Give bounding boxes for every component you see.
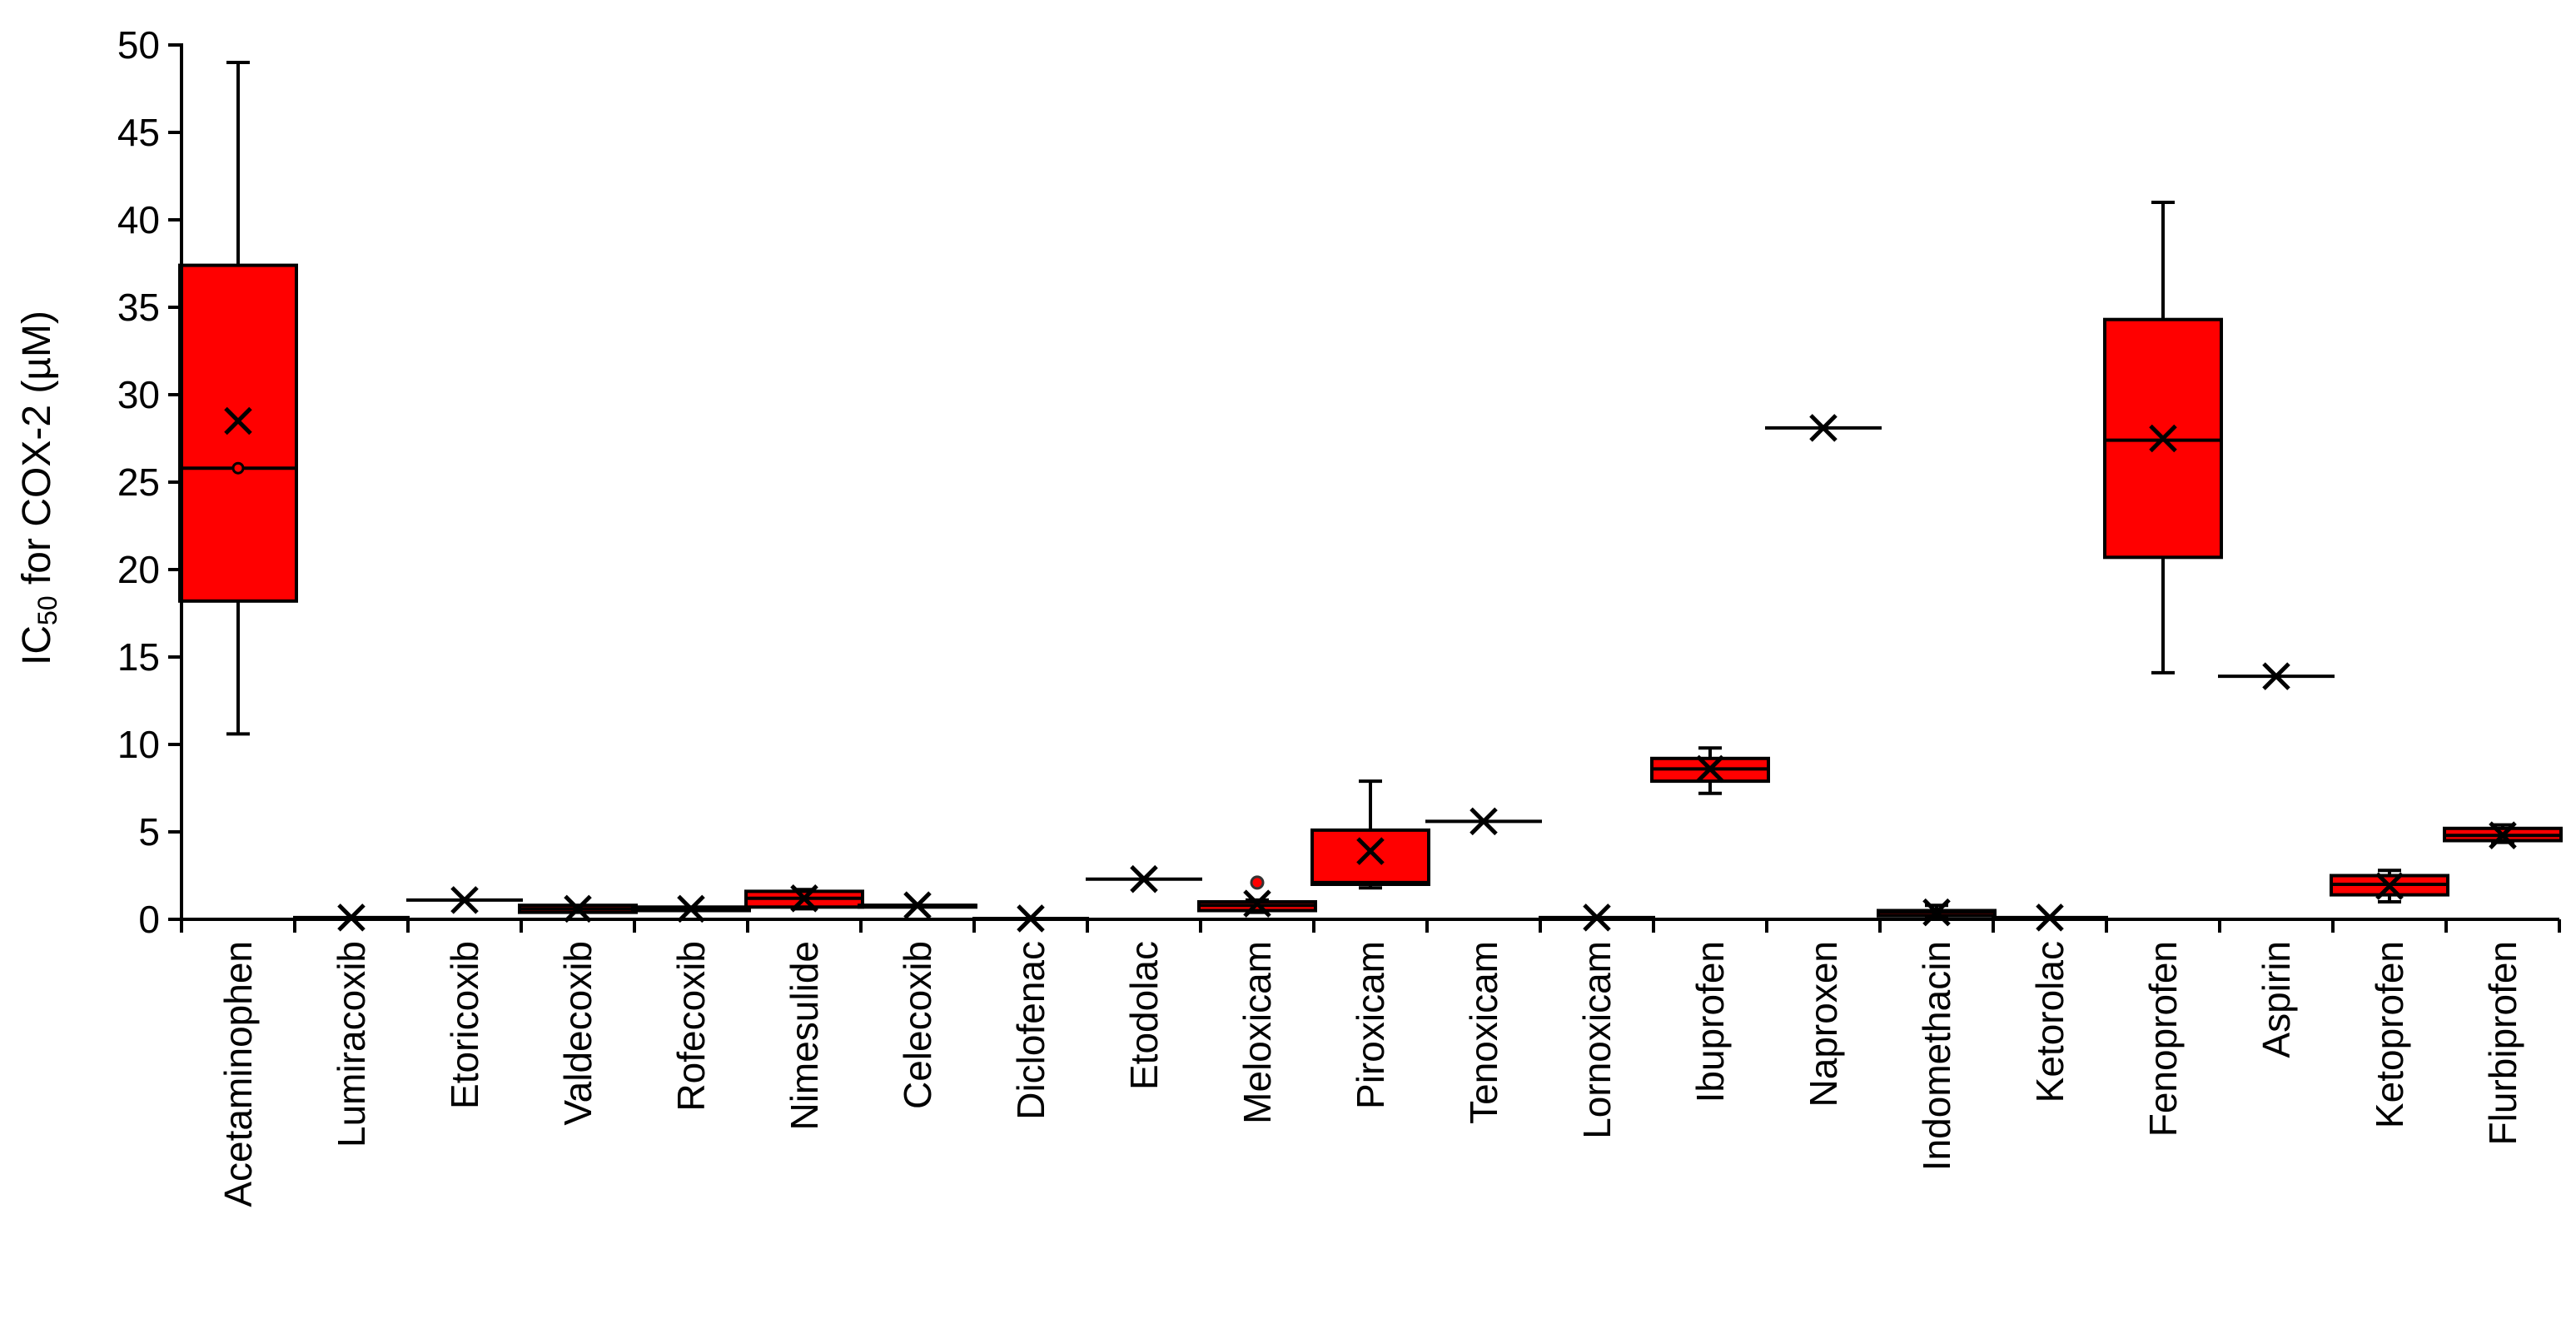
- x-category-label: Flurbiprofen: [2481, 941, 2524, 1145]
- mean-marker: [677, 894, 705, 923]
- mean-marker: [1809, 414, 1838, 442]
- box-series: [178, 61, 2563, 933]
- y-axis-title-prefix: IC: [15, 625, 59, 665]
- x-category-label: Ketorolac: [2028, 941, 2071, 1103]
- y-axis-title-suffix: for COX-2 (µM): [15, 311, 59, 595]
- x-category-label: Lumiracoxib: [330, 941, 373, 1147]
- x-category-label: Aspirin: [2255, 941, 2298, 1058]
- mean-marker: [903, 891, 932, 919]
- box-etodolac: [1086, 864, 1202, 893]
- box-iqr: [1310, 828, 1430, 887]
- mean-marker: [2489, 821, 2517, 849]
- y-axis-title: IC50 for COX-2 (µM): [15, 311, 62, 665]
- y-tick-label: 40: [117, 198, 160, 241]
- box-naproxen: [1765, 414, 1882, 442]
- box-piroxicam: [1310, 779, 1430, 890]
- mean-marker: [2375, 872, 2404, 900]
- box-valdecoxib: [518, 894, 638, 923]
- x-category-label: Etodolac: [1122, 941, 1166, 1090]
- y-tick-label: 30: [117, 373, 160, 416]
- box-lumiracoxib: [293, 903, 410, 932]
- x-category-label: Piroxicam: [1349, 941, 1392, 1109]
- y-tick-label: 45: [117, 111, 160, 154]
- outlier-point: [1250, 875, 1265, 890]
- mean-marker: [2149, 424, 2177, 453]
- mean-marker: [1470, 807, 1498, 836]
- mean-marker: [1243, 889, 1271, 918]
- mean-marker: [1696, 754, 1724, 784]
- axes: [180, 43, 2561, 933]
- y-tick-label: 5: [138, 810, 160, 854]
- x-category-label: Meloxicam: [1236, 941, 1279, 1124]
- box-indomethacin: [1877, 898, 1997, 927]
- mean-marker: [1356, 837, 1385, 865]
- mean-marker: [337, 903, 366, 932]
- box-lornoxicam: [1539, 903, 1655, 932]
- box-fenoprofen: [2103, 201, 2223, 674]
- y-axis-title-subscript: 50: [32, 595, 62, 625]
- box-ketorolac: [1992, 903, 2108, 932]
- x-category-label: Naproxen: [1802, 941, 1845, 1107]
- x-category-label: Diclofenac: [1009, 941, 1052, 1120]
- box-etoricoxib: [406, 886, 523, 914]
- mean-marker: [790, 884, 818, 913]
- x-axis-labels: Acetaminophen Lumiracoxib Etoricoxib Valdec…: [216, 941, 2524, 1207]
- x-category-label: Valdecoxib: [556, 941, 599, 1126]
- box-tenoxicam: [1425, 807, 1542, 836]
- x-category-label: Tenoxicam: [1462, 941, 1505, 1124]
- box-ibuprofen: [1650, 746, 1770, 795]
- x-category-label: Ibuprofen: [1688, 941, 1732, 1103]
- box-aspirin: [2218, 662, 2335, 690]
- x-category-label: Nimesulide: [783, 941, 826, 1131]
- y-axis-ticks: 0 5 10 15 20 25 30 35 40 45 50: [117, 23, 182, 941]
- box-celecoxib: [858, 891, 977, 919]
- box-flurbiprofen: [2443, 821, 2563, 849]
- mean-marker: [450, 886, 479, 914]
- x-category-label: Etoricoxib: [443, 941, 486, 1109]
- x-category-label: Rofecoxib: [669, 941, 713, 1112]
- box-rofecoxib: [631, 894, 751, 923]
- x-category-label: Acetaminophen: [216, 941, 260, 1207]
- mean-marker: [2262, 662, 2290, 690]
- y-tick-label: 35: [117, 286, 160, 329]
- y-tick-label: 50: [117, 23, 160, 67]
- mean-marker: [2036, 903, 2064, 932]
- box-acetaminophen: [178, 61, 298, 736]
- box-meloxicam: [1197, 875, 1317, 918]
- x-category-label: Ketoprofen: [2368, 941, 2411, 1128]
- mean-marker: [224, 406, 252, 436]
- y-tick-label: 10: [117, 723, 160, 766]
- mean-marker: [564, 894, 592, 923]
- y-tick-label: 20: [117, 548, 160, 591]
- box-ketoprofen: [2330, 869, 2449, 903]
- y-tick-label: 15: [117, 635, 160, 679]
- y-tick-label: 25: [117, 460, 160, 504]
- box-iqr: [178, 263, 298, 603]
- x-category-label: Lornoxicam: [1575, 941, 1619, 1139]
- y-tick-label: 0: [138, 898, 160, 941]
- mean-marker: [1583, 903, 1611, 932]
- mean-marker: [1130, 864, 1158, 893]
- x-category-label: Celecoxib: [896, 941, 939, 1109]
- x-category-label: Fenoprofen: [2141, 941, 2185, 1137]
- box-nimesulide: [744, 884, 864, 913]
- x-category-label: Indomethacin: [1915, 941, 1958, 1171]
- data-point: [231, 461, 245, 475]
